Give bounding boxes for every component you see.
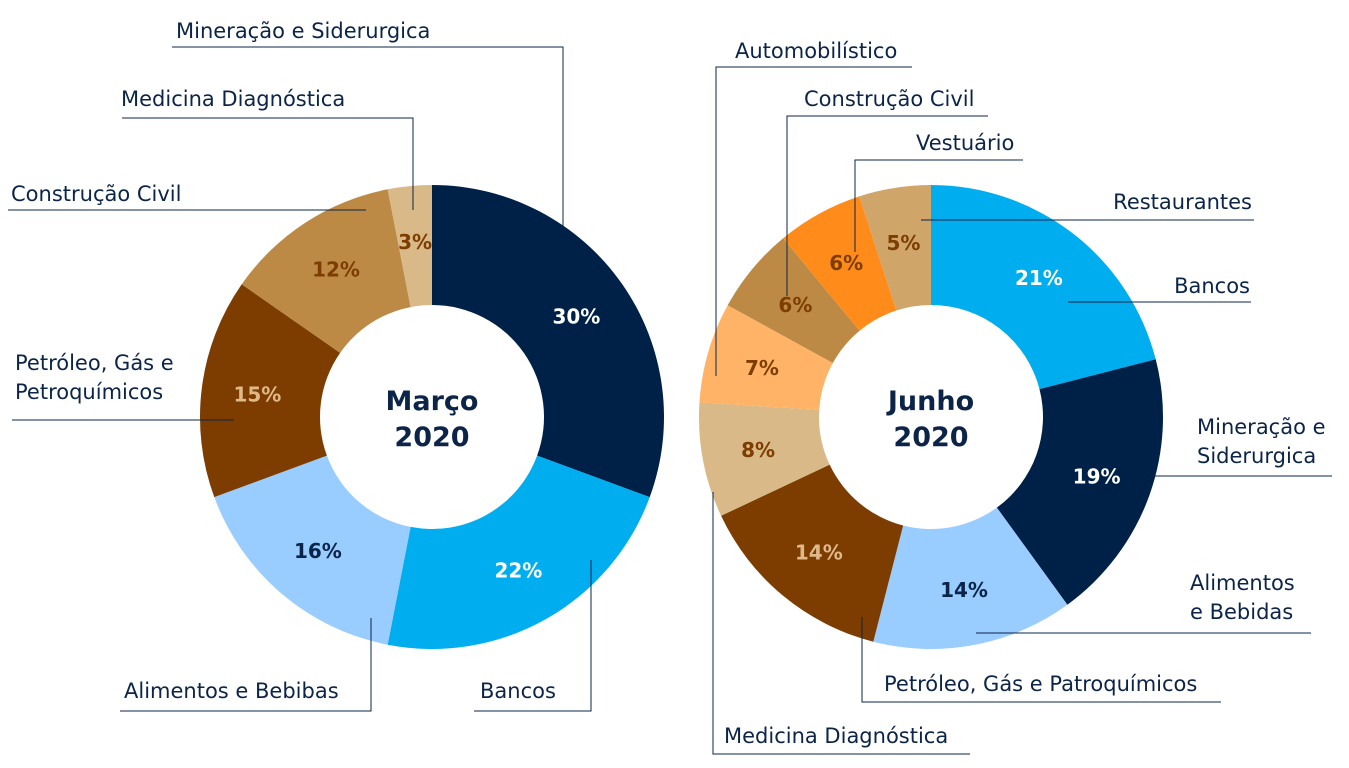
slice-value-label-mineracao-e-siderurgica: 19%: [1073, 465, 1121, 489]
slice-vestuario: [783, 196, 897, 331]
center-label-line-1: Março: [386, 386, 479, 417]
slice-value-label-alimentos-e-bebibas: 16%: [294, 539, 342, 563]
slice-value-label-mineracao-e-siderurgica: 30%: [552, 304, 600, 328]
slice-petroleo-gas-e-petroquimicos: [200, 284, 341, 498]
slice-value-label-medicina-diagnostica: 8%: [741, 438, 775, 462]
leader-line-construcao-civil: [786, 115, 988, 296]
slice-value-label-construcao-civil: 12%: [312, 258, 360, 282]
leader-line-medicina-diagnostica: [712, 492, 970, 755]
leader-line-mineracao-e-siderurgica: [172, 46, 564, 228]
category-label-alimentos-e-bebidas: Alimentos: [1190, 571, 1295, 595]
category-label-mineracao-e-siderurgica: Siderurgica: [1197, 444, 1316, 468]
donut-chart-march: 30% 22% 16% 15% 12% 3% Mineração e Siderurgic…: [8, 19, 664, 712]
slice-bancos: [387, 455, 650, 649]
donut-chart-june: 21% 19% 14% 14% 8% 7% 6% 6% 5% Bancos Mineração e…: [699, 39, 1332, 755]
slice-value-label-restaurantes: 5%: [887, 231, 921, 255]
slice-value-label-automobilistico: 7%: [745, 356, 779, 380]
slice-mineracao-e-siderurgica: [432, 185, 664, 498]
category-label-alimentos-e-bebidas: e Bebidas: [1190, 600, 1293, 624]
category-label-vestuario: Vestuário: [916, 131, 1014, 155]
leader-line-petroleo-gas-e-patroquimicos: [861, 617, 1221, 703]
center-label-line-2: 2020: [394, 422, 469, 453]
slice-automobilistico: [699, 305, 833, 410]
category-label-construcao-civil: Construção Civil: [804, 87, 974, 111]
slice-value-label-petroleo-gas-e-petroquimicos: 15%: [233, 383, 281, 407]
slice-value-label-petroleo-gas-e-patroquimicos: 14%: [795, 541, 843, 565]
slice-medicina-diagnostica: [699, 402, 830, 516]
category-label-bancos: Bancos: [1174, 274, 1250, 298]
slice-petroleo-gas-e-patroquimicos: [721, 464, 904, 642]
slice-mineracao-e-siderurgica: [996, 359, 1164, 605]
leader-line-bancos: [474, 560, 592, 712]
slice-bancos: [931, 185, 1156, 390]
slice-alimentos-e-bebidas: [873, 507, 1068, 649]
category-label-mineracao-e-siderurgica: Mineração e: [1197, 415, 1326, 439]
center-label-line-1: Junho: [886, 386, 974, 417]
category-label-petroleo-gas-e-patroquimicos: Petróleo, Gás e Patroquímicos: [884, 672, 1197, 696]
leader-line-alimentos-e-bebibas: [120, 618, 372, 712]
slice-value-label-construcao-civil: 6%: [778, 293, 812, 317]
category-label-medicina-diagnostica: Medicina Diagnóstica: [121, 87, 345, 111]
category-label-alimentos-e-bebibas: Alimentos e Bebibas: [124, 679, 339, 703]
slice-value-label-alimentos-e-bebidas: 14%: [940, 578, 988, 602]
slice-alimentos-e-bebibas: [214, 455, 411, 645]
slice-value-label-bancos: 21%: [1015, 266, 1063, 290]
slice-value-label-vestuario: 6%: [829, 251, 863, 275]
slice-value-label-bancos: 22%: [494, 558, 542, 582]
category-label-medicina-diagnostica: Medicina Diagnóstica: [724, 724, 948, 748]
slice-medicina-diagnostica: [387, 185, 432, 308]
category-label-automobilistico: Automobilístico: [735, 39, 897, 63]
slice-construcao-civil: [727, 238, 860, 364]
category-label-restaurantes: Restaurantes: [1113, 190, 1252, 214]
category-label-construcao-civil: Construção Civil: [11, 182, 181, 206]
category-label-bancos: Bancos: [480, 679, 556, 703]
leader-line-automobilistico: [715, 66, 912, 376]
category-label-petroleo-gas-e-petroquimicos: Petroquímicos: [15, 380, 163, 404]
category-label-mineracao-e-siderurgica: Mineração e Siderurgica: [176, 19, 430, 43]
leader-line-vestuario: [854, 159, 1023, 252]
slice-construcao-civil: [241, 189, 411, 353]
slice-value-label-medicina-diagnostica: 3%: [398, 230, 432, 254]
category-label-petroleo-gas-e-petroquimicos: Petróleo, Gás e: [15, 351, 174, 375]
center-label-line-2: 2020: [893, 422, 968, 453]
leader-line-medicina-diagnostica: [122, 117, 414, 210]
slice-restaurantes: [859, 185, 931, 311]
